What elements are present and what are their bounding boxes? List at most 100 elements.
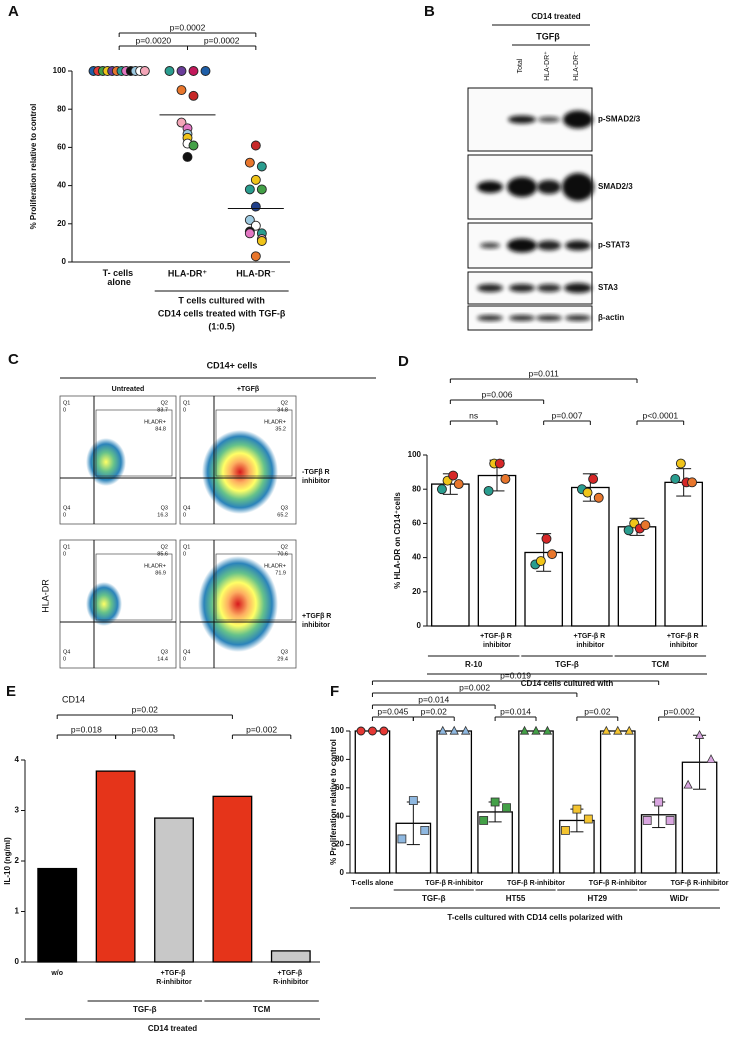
point bbox=[502, 803, 511, 813]
panel-letter: F bbox=[330, 683, 339, 700]
density-cloud bbox=[86, 582, 122, 626]
quadrant-value: 0 bbox=[63, 551, 66, 557]
point bbox=[250, 174, 261, 185]
point bbox=[613, 725, 623, 735]
row-label: -TGFβ R inhibitor bbox=[302, 469, 332, 485]
quadrant-value: 0 bbox=[63, 512, 66, 518]
y-tick-label: 4 bbox=[15, 755, 20, 764]
x-tick-label: +TGF-β R inhibitor bbox=[667, 633, 701, 649]
group-label: (1:0.5) bbox=[208, 321, 235, 331]
quadrant-value: 29.4 bbox=[277, 656, 288, 662]
quadrant-value: 0 bbox=[183, 407, 186, 413]
quadrant-value: 0 bbox=[183, 656, 186, 662]
quadrant-value: 65.2 bbox=[277, 512, 288, 518]
quadrant-value: 0 bbox=[183, 551, 186, 557]
p-value: p=0.0002 bbox=[204, 35, 240, 45]
quadrant-name: Q1 bbox=[183, 544, 190, 550]
bar bbox=[431, 483, 470, 627]
point bbox=[250, 201, 261, 212]
quadrant-value: 70.6 bbox=[277, 551, 288, 557]
point bbox=[561, 826, 570, 835]
bar bbox=[436, 730, 473, 874]
point bbox=[572, 804, 582, 814]
point bbox=[531, 725, 541, 735]
point bbox=[519, 725, 530, 735]
gate-name: HLADR+ bbox=[264, 563, 286, 569]
blot-band bbox=[477, 315, 503, 321]
blot-band bbox=[508, 115, 536, 124]
point bbox=[582, 487, 593, 498]
text-line: +TGFβ R bbox=[302, 613, 333, 620]
bar bbox=[664, 481, 703, 627]
p-value: p=0.018 bbox=[71, 724, 102, 734]
point bbox=[624, 725, 634, 735]
blot-band bbox=[477, 284, 503, 292]
quadrant-value: 16.3 bbox=[157, 512, 168, 518]
quadrant-name: Q3 bbox=[281, 649, 288, 655]
x-tick-label: HLA-DR⁺ bbox=[168, 268, 207, 278]
point bbox=[642, 816, 652, 825]
column-label: +TGFβ bbox=[237, 386, 260, 393]
bar bbox=[154, 817, 194, 963]
x-tick-label: T- cells alone bbox=[103, 268, 136, 287]
quadrant-name: Q3 bbox=[161, 505, 168, 511]
point bbox=[176, 85, 187, 96]
point bbox=[188, 90, 199, 101]
panel-letter: E bbox=[6, 683, 16, 700]
quadrant-value: 83.7 bbox=[157, 407, 168, 413]
lane-label: Total bbox=[517, 58, 524, 73]
point bbox=[438, 725, 448, 735]
point bbox=[256, 161, 267, 172]
gate-value: 71.9 bbox=[275, 570, 286, 576]
blot-band bbox=[564, 283, 592, 293]
y-axis-label: IL-10 (ng/ml) bbox=[3, 837, 12, 885]
p-value: p=0.02 bbox=[584, 706, 611, 716]
flow-y-label: HLA-DR bbox=[40, 579, 50, 613]
flow-x-label: CD14 bbox=[62, 694, 85, 704]
bar bbox=[617, 526, 657, 627]
p-value: p=0.0002 bbox=[170, 22, 206, 32]
y-tick-label: 0 bbox=[15, 957, 20, 966]
text-line: inhibitor bbox=[302, 622, 330, 629]
bar bbox=[212, 795, 253, 963]
quadrant-value: 0 bbox=[63, 407, 66, 413]
y-tick-label: 20 bbox=[335, 840, 344, 849]
blot-row-label: p-STAT3 bbox=[598, 241, 630, 250]
y-tick-label: 0 bbox=[417, 621, 422, 630]
group-label: CD14 cells treated with TGF-β bbox=[158, 308, 286, 318]
blot-band bbox=[537, 284, 561, 292]
text-line: R-inhibitor bbox=[273, 979, 309, 986]
quadrant-value: 14.4 bbox=[157, 656, 168, 662]
text-line: inhibitor bbox=[302, 478, 330, 485]
y-tick-label: 0 bbox=[62, 257, 67, 266]
point bbox=[453, 479, 464, 490]
point bbox=[583, 814, 593, 824]
p-value: p=0.006 bbox=[482, 389, 513, 399]
y-tick-label: 20 bbox=[412, 587, 421, 596]
blot-band bbox=[563, 110, 593, 129]
point bbox=[176, 117, 187, 128]
density-cloud bbox=[86, 438, 126, 486]
quadrant-name: Q4 bbox=[183, 505, 190, 511]
x-tick-label: HLA-DR⁻ bbox=[236, 268, 275, 278]
quadrant-name: Q1 bbox=[63, 544, 70, 550]
group-label: HT29 bbox=[588, 894, 608, 903]
group-label: TCM bbox=[253, 1005, 271, 1014]
p-value: p=0.02 bbox=[421, 706, 448, 716]
lane-label: HLA-DR⁺ bbox=[543, 51, 551, 81]
gate-name: HLADR+ bbox=[144, 563, 166, 569]
blot-band bbox=[538, 116, 560, 123]
point bbox=[182, 151, 193, 162]
bar bbox=[37, 867, 78, 963]
point bbox=[479, 816, 489, 825]
p-value: p=0.002 bbox=[246, 724, 277, 734]
quadrant-name: Q1 bbox=[63, 400, 70, 406]
quadrant-name: Q2 bbox=[281, 400, 288, 406]
point bbox=[244, 157, 255, 168]
y-axis-label: % Proliferation relative to control bbox=[29, 104, 38, 230]
gate-value: 86.9 bbox=[155, 570, 166, 576]
blot-band bbox=[509, 284, 535, 292]
quadrant-value: 34.8 bbox=[277, 407, 288, 413]
blot-band bbox=[562, 173, 594, 201]
y-tick-label: 40 bbox=[57, 181, 66, 190]
